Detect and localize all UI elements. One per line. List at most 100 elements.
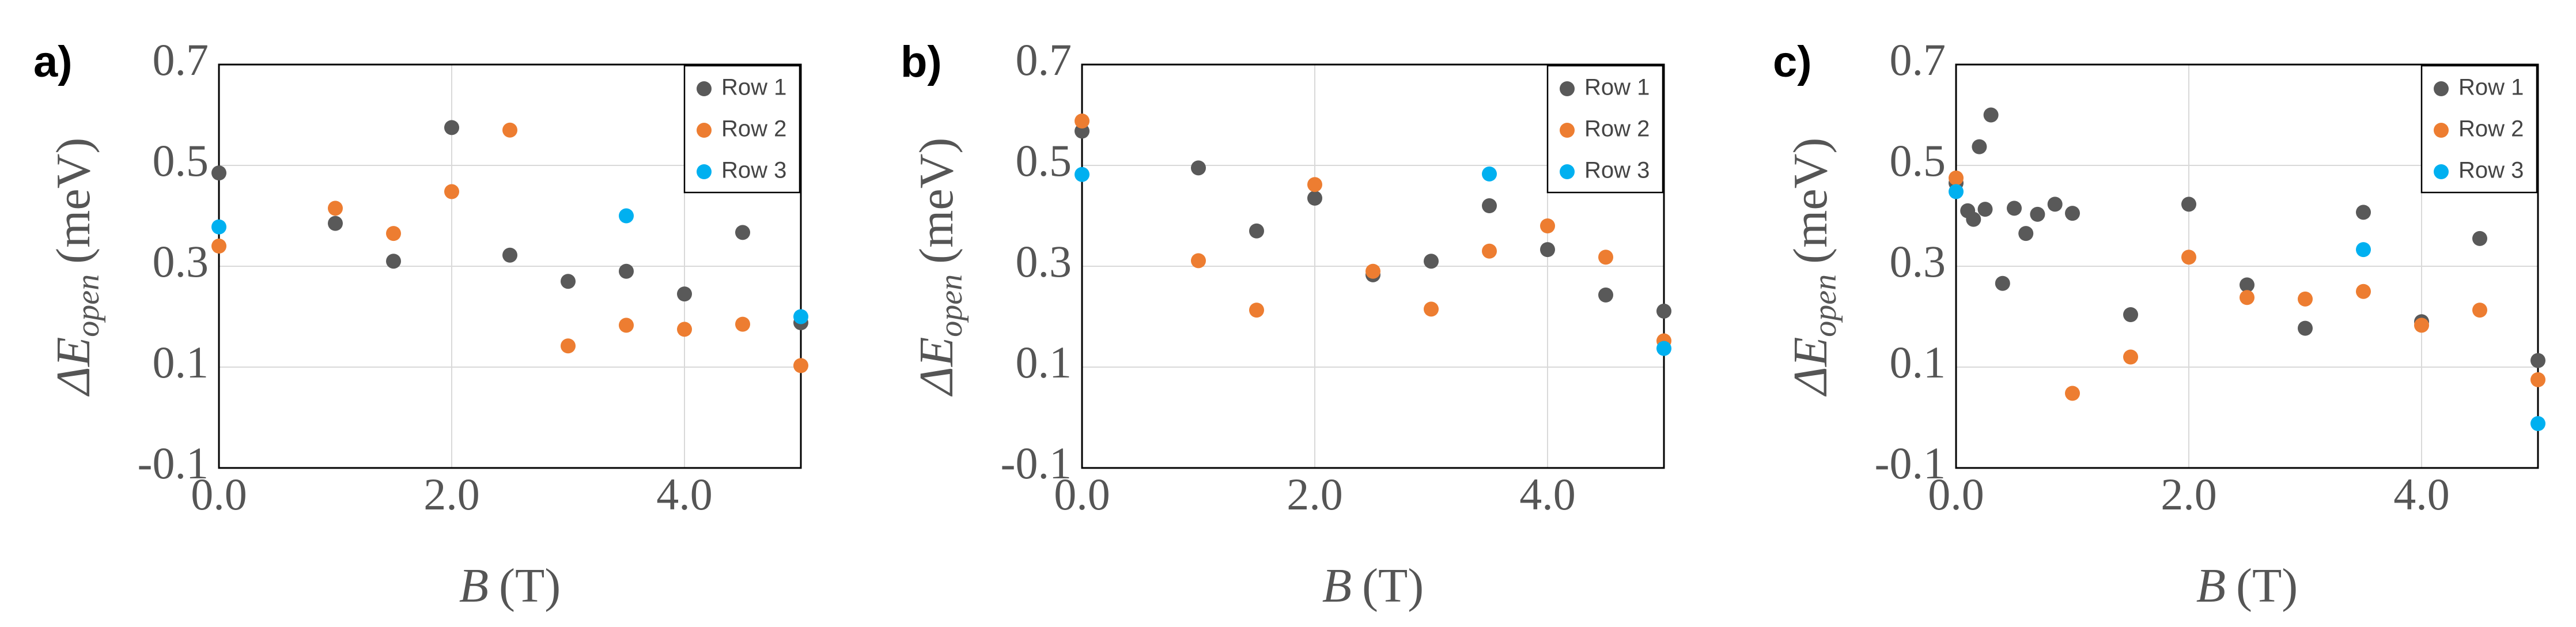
y-tick-label: -0.1: [1001, 438, 1072, 488]
y-tick-label: -0.1: [138, 438, 209, 488]
legend-label-row-3: Row 3: [2458, 158, 2524, 183]
panel-label: b): [901, 37, 942, 86]
chart-panel-2: b) 0.7 0.5 0.3 0.1 -0.10.0 2.0 4.0 B (T) ΔEopen (me…: [901, 35, 1671, 613]
y-tick-label: 0.7: [153, 35, 209, 85]
chart-panel-3: c) 0.7 0.5 0.3 0.1 -0.10.0 2.0 4.0 B (T) ΔEopen (me…: [1773, 35, 2545, 613]
data-point-row-2: [502, 122, 517, 138]
data-point-row-2: [793, 358, 808, 373]
y-axis-subscript: open: [70, 274, 106, 337]
data-point-row-2: [2356, 284, 2371, 299]
data-point-row-2: [735, 316, 750, 332]
data-point-row-2: [677, 322, 692, 337]
data-point-row-2: [328, 201, 343, 216]
y-axis-unit: (meV): [910, 138, 963, 264]
data-point-row-1: [1249, 223, 1264, 239]
data-point-row-2: [211, 239, 226, 254]
data-point-row-1: [1482, 198, 1497, 213]
data-point-row-1: [2530, 353, 2545, 368]
x-axis-title: B (T): [2196, 559, 2298, 613]
legend-marker-row-3: [2434, 164, 2449, 179]
data-point-row-2: [2123, 349, 2138, 365]
data-point-row-1: [677, 286, 692, 302]
data-point-row-3: [211, 219, 226, 235]
y-axis-title: ΔEopen (meV): [47, 138, 106, 397]
legend-marker-row-1: [697, 81, 712, 96]
y-tick-label: 0.7: [1890, 35, 1946, 85]
x-tick-label: 0.0: [1928, 469, 1984, 519]
series-row-2: [211, 122, 808, 373]
legend-label-row-1: Row 1: [721, 75, 786, 100]
y-tick-label: 0.7: [1016, 35, 1072, 85]
data-point-row-1: [328, 216, 343, 231]
legend-marker-row-3: [697, 164, 712, 179]
x-tick-label: 0.0: [191, 469, 247, 519]
x-tick-label: 0.0: [1054, 469, 1110, 519]
x-tick-label: 2.0: [423, 469, 480, 519]
data-point-row-1: [1972, 139, 1987, 154]
data-point-row-1: [2030, 206, 2045, 222]
y-axis-unit: (meV): [47, 138, 100, 264]
legend-marker-row-2: [2434, 123, 2449, 138]
panel-label: a): [33, 37, 73, 86]
legend: Row 1 Row 2 Row 3: [683, 65, 801, 194]
legend-label-row-3: Row 3: [1584, 158, 1650, 183]
data-point-row-2: [1307, 177, 1322, 192]
y-tick-label: 0.5: [153, 135, 209, 186]
data-point-row-2: [2181, 250, 2196, 265]
series-row-3: [1075, 166, 1671, 356]
data-point-row-1: [735, 225, 750, 240]
legend-label-row-2: Row 2: [2458, 116, 2524, 142]
data-point-row-2: [1482, 243, 1497, 259]
data-point-row-1: [2298, 320, 2313, 336]
x-tick-label: 2.0: [1287, 469, 1343, 519]
data-point-row-2: [1949, 170, 1964, 186]
data-point-row-1: [1983, 107, 1999, 123]
data-point-row-2: [386, 226, 401, 241]
y-tick-label: 0.3: [153, 236, 209, 286]
series-row-1: [1949, 107, 2545, 368]
data-point-row-1: [2240, 277, 2255, 293]
data-point-row-1: [1656, 303, 1671, 319]
data-point-row-2: [1540, 218, 1555, 233]
x-axis-title: B (T): [1322, 559, 1424, 613]
data-point-row-1: [1977, 202, 1993, 217]
data-point-row-1: [386, 254, 401, 269]
y-axis-subscript: open: [933, 274, 969, 337]
y-axis-symbol: ΔE: [1784, 337, 1837, 397]
data-point-row-1: [1966, 211, 1981, 227]
data-point-row-2: [2240, 290, 2255, 305]
series-row-3: [1949, 184, 2545, 431]
data-point-row-1: [2123, 307, 2138, 322]
series-row-1: [211, 120, 808, 330]
data-point-row-3: [1482, 166, 1497, 182]
legend: Row 1 Row 2 Row 3: [2420, 65, 2538, 194]
data-point-row-2: [561, 338, 576, 354]
data-point-row-1: [1540, 242, 1555, 258]
data-point-row-2: [619, 318, 634, 333]
series-row-2: [1949, 170, 2545, 401]
x-axis-unit: (T): [499, 559, 561, 613]
data-point-row-2: [2472, 303, 2487, 318]
data-point-row-1: [1598, 287, 1613, 303]
plot-area-border: [218, 63, 802, 469]
data-point-row-1: [2047, 197, 2063, 212]
data-point-row-2: [1249, 303, 1264, 318]
data-point-row-3: [1949, 184, 1964, 199]
legend-marker-row-1: [1560, 81, 1575, 96]
data-point-row-2: [2414, 318, 2429, 333]
x-tick-label: 4.0: [2393, 469, 2450, 519]
legend-marker-row-1: [2434, 81, 2449, 96]
data-point-row-1: [1995, 275, 2010, 291]
data-point-row-2: [2298, 291, 2313, 307]
data-point-row-3: [2356, 242, 2371, 258]
plot-area-border: [1955, 63, 2539, 469]
x-axis-title: B (T): [459, 559, 561, 613]
y-tick-label: 0.3: [1016, 236, 1072, 286]
data-point-row-2: [2065, 386, 2080, 401]
x-axis-unit: (T): [2236, 559, 2298, 613]
data-point-row-1: [1307, 190, 1322, 206]
data-point-row-1: [561, 274, 576, 289]
data-point-row-1: [2181, 197, 2196, 212]
data-point-row-1: [211, 165, 226, 181]
